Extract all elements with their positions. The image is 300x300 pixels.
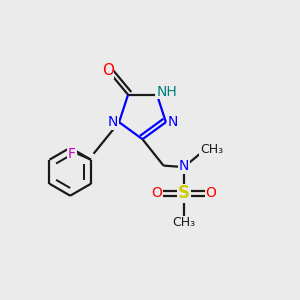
Text: O: O xyxy=(152,187,162,200)
Text: F: F xyxy=(68,147,76,161)
Text: CH₃: CH₃ xyxy=(172,216,196,230)
Text: CH₃: CH₃ xyxy=(200,142,223,156)
Text: S: S xyxy=(178,184,190,202)
Text: N: N xyxy=(179,160,189,173)
Text: N: N xyxy=(167,115,178,129)
Text: NH: NH xyxy=(156,85,177,99)
Text: O: O xyxy=(206,187,216,200)
Text: N: N xyxy=(108,115,118,129)
Text: O: O xyxy=(102,63,114,78)
